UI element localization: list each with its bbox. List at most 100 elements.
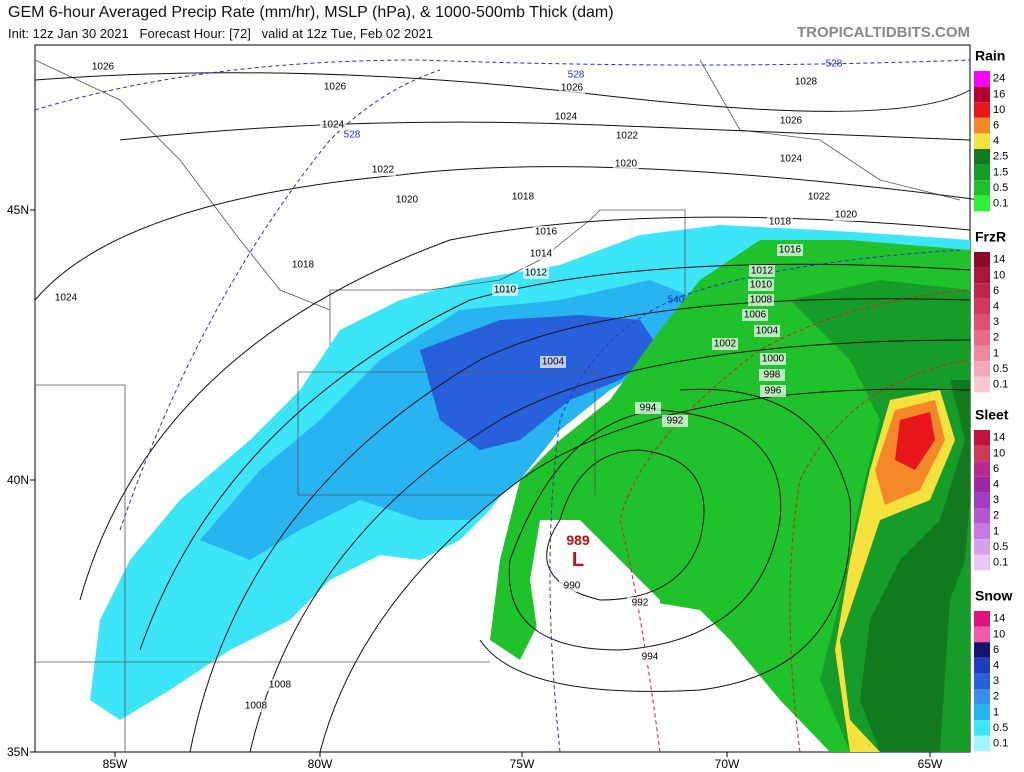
- legend-label: 0.5: [993, 541, 1008, 553]
- label-halo: [370, 164, 396, 176]
- label-halo: [559, 580, 585, 592]
- isobar-label: 1008: [269, 680, 292, 691]
- legend-title: FrzR: [975, 229, 1006, 245]
- label-halo: [760, 385, 786, 397]
- isobar-label: 996: [765, 386, 782, 397]
- legend-swatch: [974, 345, 990, 362]
- thickness-lines-warm: [619, 289, 971, 753]
- legend-label: 6: [993, 644, 999, 656]
- legend-swatch: [974, 361, 990, 377]
- isobar-label: 1010: [750, 280, 773, 291]
- label-halo: [637, 651, 663, 663]
- site-watermark: TROPICALTIDBITS.COM: [797, 24, 970, 41]
- legend-label: 3: [993, 675, 999, 687]
- label-halo: [760, 353, 786, 365]
- label-halo: [394, 194, 420, 206]
- label-halo: [748, 294, 774, 306]
- isobar: [319, 388, 971, 753]
- isobar-label: 1026: [324, 82, 347, 93]
- axes: 85W 80W 75W 70W 65W 45N 40N 35N: [7, 203, 943, 771]
- low-symbol: L: [572, 549, 584, 571]
- border: [34, 59, 331, 311]
- legend-swatch: [974, 267, 990, 284]
- lon-label: 70W: [715, 757, 740, 771]
- thickness-line: [789, 359, 971, 753]
- isobar-label: 1022: [616, 131, 639, 142]
- legend-swatch: [974, 149, 990, 165]
- isobar: [479, 388, 852, 692]
- isobar-label: 992: [667, 416, 684, 427]
- legend-label: 14: [993, 254, 1005, 266]
- label-halo: [777, 244, 803, 256]
- label-halo: [754, 325, 780, 337]
- isobar-labels: 1026 1026 1026 1028 1024 1024 1026 1022 1022 1024…: [53, 59, 859, 712]
- isobar-label: 1004: [542, 357, 565, 368]
- label-halo: [553, 111, 579, 123]
- isobar-label: 1008: [750, 295, 773, 306]
- legend-swatch: [974, 657, 990, 674]
- legend-label: 1: [993, 525, 999, 537]
- label-halo: [793, 76, 819, 88]
- legend-label: 16: [993, 88, 1005, 100]
- snow-light: [90, 225, 970, 720]
- legend-label: 10: [993, 104, 1005, 116]
- label-halo: [614, 130, 640, 142]
- isobar: [119, 121, 971, 141]
- legend-label: 4: [993, 479, 999, 491]
- legend-label: 2: [993, 510, 999, 522]
- rain-red: [895, 412, 935, 470]
- label-halo: [533, 226, 559, 238]
- isobar-label: 1012: [525, 268, 548, 279]
- isobar-label: 994: [640, 403, 657, 414]
- rain-yellow: [835, 390, 955, 752]
- legend-swatch: [974, 195, 990, 212]
- legend-label: 10: [993, 269, 1005, 281]
- legend-swatch: [974, 252, 990, 268]
- legend-swatch: [974, 626, 990, 643]
- label-halo: [540, 356, 566, 368]
- legend-label: 1: [993, 347, 999, 359]
- isobar-label: 1024: [555, 112, 578, 123]
- legend-swatch: [974, 330, 990, 346]
- isobar-label: 1026: [561, 83, 584, 94]
- map: 1026 1026 1026 1028 1024 1024 1026 1022 1022 1024…: [34, 44, 981, 753]
- thickness-label: 528: [344, 130, 361, 141]
- label-halo: [53, 292, 79, 304]
- legend-swatch: [974, 720, 990, 736]
- legend-swatch: [974, 71, 990, 87]
- label-halo: [559, 82, 585, 94]
- label-halo: [806, 191, 832, 203]
- isobar-label: 994: [642, 652, 659, 663]
- legend-swatch: [974, 298, 990, 315]
- legend-label: 4: [993, 301, 999, 313]
- snow-heavy: [420, 315, 660, 450]
- legend-swatch: [974, 102, 990, 118]
- legend-swatch: [974, 492, 990, 508]
- isobar-label: 1012: [751, 266, 774, 277]
- thickness-line: [119, 69, 441, 531]
- borders: [34, 59, 961, 752]
- label-halo: [290, 259, 316, 271]
- label-halo: [322, 81, 348, 93]
- subtitle: Init: 12z Jan 30 2021 Forecast Hour: [72…: [8, 26, 433, 41]
- isobar-label: 1022: [372, 165, 395, 176]
- isobar-label: 1024: [55, 293, 78, 304]
- legend-swatch: [974, 180, 990, 196]
- legend-label: 0.1: [993, 738, 1008, 750]
- legend-swatch: [974, 476, 990, 493]
- legend-swatch: [974, 554, 990, 571]
- label-halo: [635, 402, 661, 414]
- label-halo: [90, 61, 116, 73]
- legend-swatch: [974, 523, 990, 540]
- isobar-label: 1002: [714, 339, 737, 350]
- legend-label: 2: [993, 691, 999, 703]
- lon-label: 80W: [308, 757, 333, 771]
- isobar-label: 1016: [779, 245, 802, 256]
- legend-title: Snow: [975, 588, 1012, 604]
- isobar-label: 1022: [808, 192, 831, 203]
- isobar-label: 1000: [762, 354, 785, 365]
- legend-label: 3: [993, 316, 999, 328]
- isobar-label: 1024: [322, 120, 345, 131]
- label-halo: [627, 597, 653, 609]
- thickness-label: 528: [568, 70, 585, 81]
